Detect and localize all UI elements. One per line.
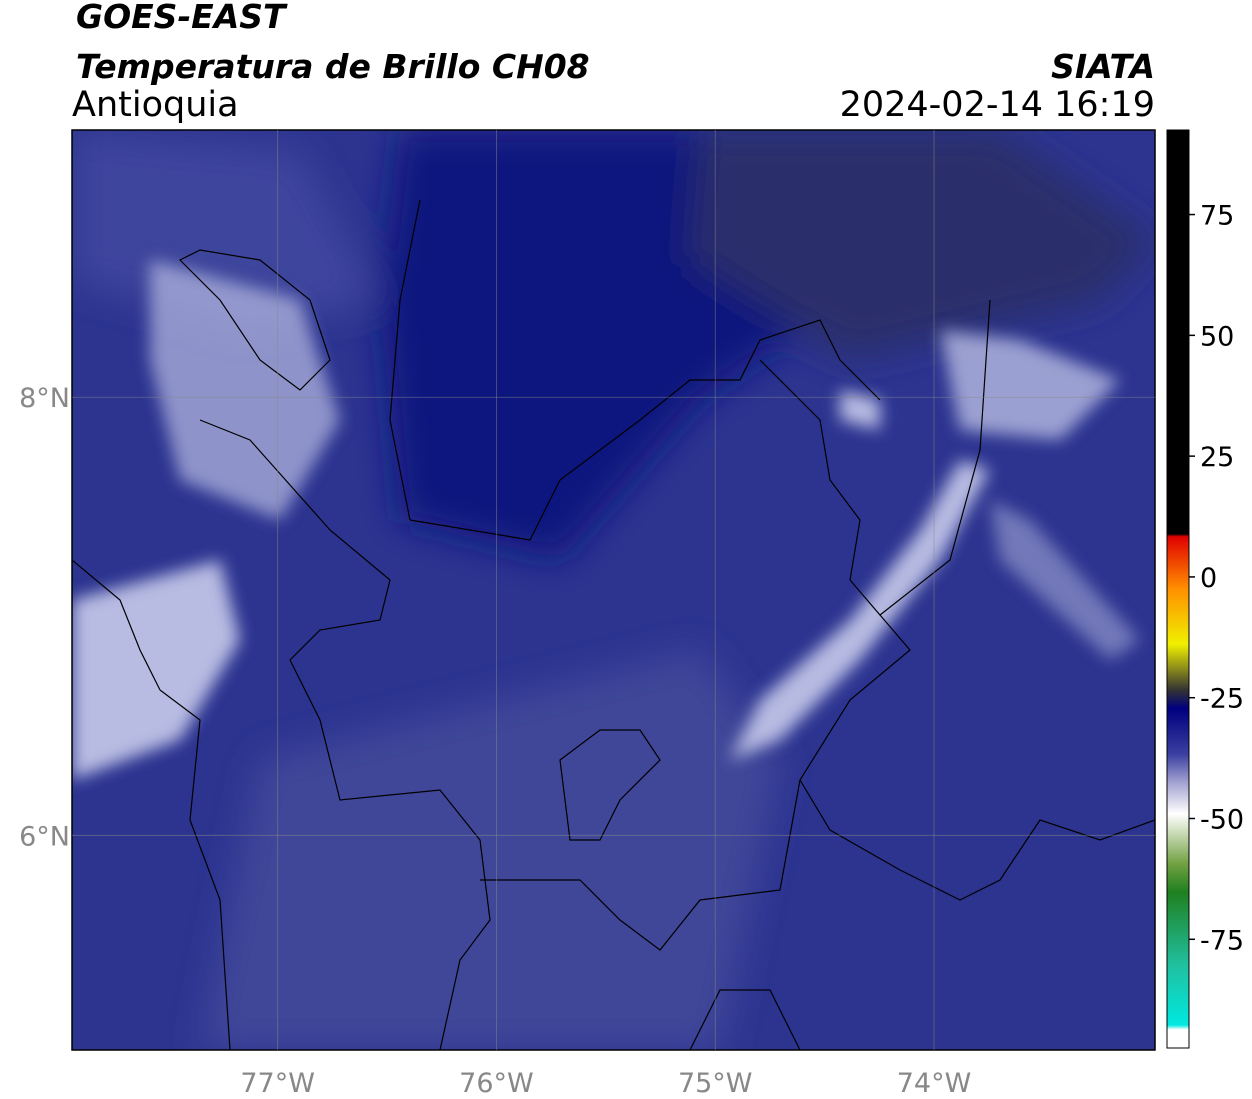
agency: SIATA	[1051, 47, 1155, 86]
colorbar-tick-label: -25	[1200, 684, 1244, 715]
colorbar-tick-label: 50	[1200, 321, 1234, 352]
datetime: 2024-02-14 16:19	[840, 85, 1155, 125]
lat-tick-label: 6°N	[19, 821, 70, 852]
map-frame	[71, 129, 1156, 1051]
region: Antioquia	[72, 85, 239, 125]
subtitle: Temperatura de Brillo CH08	[76, 47, 590, 86]
satellite-image	[72, 130, 1155, 1050]
lon-tick-label: 75°W	[678, 1068, 753, 1099]
colorbar-tick-label: -75	[1200, 925, 1244, 956]
colorbar-tick-label: -50	[1200, 805, 1244, 836]
lat-tick-label: 8°N	[19, 383, 70, 414]
lon-tick-label: 74°W	[897, 1068, 972, 1099]
colorbar-tick-label: 0	[1200, 563, 1217, 594]
colorbar-tick-label: 75	[1200, 201, 1234, 232]
colorbar	[1166, 129, 1190, 1049]
colorbar-tick-label: 25	[1200, 442, 1234, 473]
title: GOES-EAST	[76, 0, 288, 36]
lon-tick-label: 77°W	[240, 1068, 315, 1099]
lon-tick-label: 76°W	[459, 1068, 534, 1099]
